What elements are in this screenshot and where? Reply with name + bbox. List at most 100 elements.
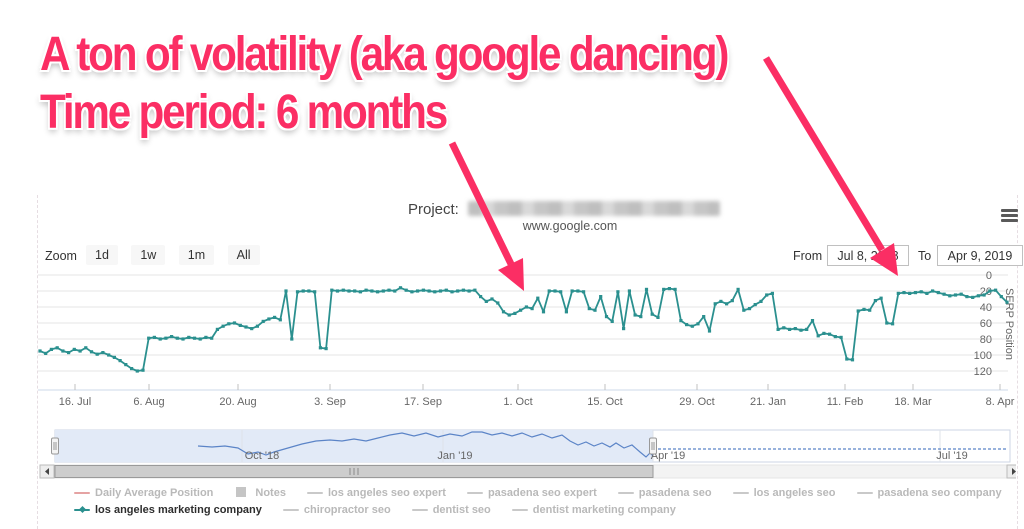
- legend-item[interactable]: los angeles seo expert: [306, 487, 446, 499]
- series-marker: [215, 327, 219, 331]
- series-marker: [564, 310, 568, 314]
- legend-line-icon: [74, 488, 90, 497]
- annotation-line-2: Time period: 6 months: [40, 86, 448, 139]
- series-marker: [318, 346, 322, 350]
- zoom-button-1m[interactable]: 1m: [178, 245, 215, 265]
- series-marker: [381, 289, 385, 293]
- x-axis-label: 15. Oct: [587, 396, 622, 408]
- legend-item[interactable]: Daily Average Position: [74, 487, 213, 499]
- series-marker: [461, 288, 465, 292]
- series-marker: [261, 319, 265, 323]
- zoom-button-all[interactable]: All: [227, 245, 260, 265]
- series-marker: [650, 312, 654, 316]
- legend-item[interactable]: los angeles seo: [732, 487, 836, 499]
- series-marker: [152, 335, 156, 339]
- series-marker: [255, 324, 259, 328]
- x-axis-label: 29. Oct: [679, 396, 714, 408]
- series-marker: [765, 293, 769, 297]
- series-marker: [793, 327, 797, 331]
- series-marker: [158, 337, 162, 341]
- navigator-selected-range[interactable]: [55, 430, 653, 462]
- series-marker: [410, 290, 414, 294]
- series-marker: [873, 299, 877, 303]
- series-marker: [341, 288, 345, 292]
- chart-navigator: Oct '18 Jan '19 Apr '19 Jul '19: [38, 428, 1022, 485]
- legend-item[interactable]: pasadena seo expert: [466, 487, 597, 499]
- x-axis-label: 16. Jul: [59, 396, 91, 408]
- series-marker: [49, 347, 53, 351]
- series-marker: [982, 293, 986, 297]
- y-axis-label: 80: [980, 334, 992, 346]
- navigator-handle-left[interactable]: [51, 437, 59, 455]
- series-marker: [913, 291, 917, 295]
- series-marker: [164, 336, 168, 340]
- legend-item[interactable]: dentist seo: [411, 504, 491, 516]
- series-marker: [175, 336, 179, 340]
- from-label: From: [793, 249, 823, 263]
- y-axis-label: 0: [986, 270, 992, 282]
- zoom-button-1w[interactable]: 1w: [131, 245, 166, 265]
- series-line[interactable]: [39, 286, 1008, 372]
- series-marker: [639, 315, 643, 319]
- series-marker: [227, 322, 231, 326]
- series-marker: [885, 321, 889, 325]
- series-marker: [450, 290, 454, 294]
- legend-item-label: Daily Average Position: [95, 487, 214, 499]
- series-marker: [347, 289, 351, 293]
- series-marker: [679, 319, 683, 323]
- zoom-button-group: 1d 1w 1m All: [86, 245, 269, 265]
- series-marker: [335, 289, 340, 293]
- navigator-series-line: [197, 431, 654, 458]
- series-marker: [530, 307, 534, 311]
- date-from-input[interactable]: [827, 245, 909, 266]
- legend-item[interactable]: dentist marketing company: [511, 504, 676, 516]
- series-marker: [690, 324, 694, 328]
- series-marker: [776, 327, 780, 331]
- date-to-input[interactable]: [937, 245, 1023, 266]
- legend-item[interactable]: pasadena seo company: [856, 487, 1002, 499]
- y-axis-label: 60: [980, 318, 992, 330]
- series-marker: [707, 329, 712, 333]
- legend-item-label: los angeles seo expert: [327, 487, 446, 499]
- series-marker: [891, 322, 895, 326]
- series-marker: [72, 347, 76, 351]
- legend-item[interactable]: pasadena seo: [617, 487, 712, 499]
- series-marker: [141, 368, 145, 372]
- series-marker: [810, 319, 815, 323]
- series-marker: [267, 317, 271, 321]
- series-marker: [799, 328, 803, 332]
- series-marker: [742, 308, 746, 312]
- navigator-handle-right[interactable]: [649, 437, 657, 455]
- series-marker: [582, 290, 586, 294]
- legend-square-icon: [234, 487, 250, 497]
- x-axis-label: 20. Aug: [219, 396, 256, 408]
- zoom-button-1d[interactable]: 1d: [86, 245, 118, 265]
- series-marker: [479, 295, 483, 299]
- series-marker: [89, 350, 94, 354]
- series-marker: [398, 286, 403, 290]
- series-marker: [501, 310, 506, 314]
- to-label: To: [918, 249, 932, 263]
- legend-item[interactable]: chiropractor seo: [282, 504, 391, 516]
- legend-item-label: los angeles marketing company: [95, 504, 262, 516]
- series-marker: [576, 289, 580, 293]
- legend-item[interactable]: Notes: [234, 487, 286, 499]
- series-marker: [387, 288, 391, 292]
- series-marker: [931, 289, 935, 293]
- hamburger-bar: [1001, 219, 1018, 222]
- series-marker: [324, 347, 328, 351]
- hamburger-menu-icon[interactable]: [1001, 209, 1018, 224]
- series-marker: [238, 323, 242, 327]
- hamburger-bar: [1001, 214, 1018, 217]
- series-marker: [599, 295, 603, 299]
- x-axis-label: 11. Feb: [827, 396, 864, 408]
- legend-item[interactable]: los angeles marketing company: [74, 504, 262, 516]
- series-marker: [593, 308, 597, 312]
- series-marker: [170, 335, 174, 339]
- right-crop-edge: [1017, 195, 1018, 529]
- series-marker: [124, 363, 128, 367]
- series-marker: [536, 296, 540, 300]
- legend-item-label: dentist seo: [432, 504, 491, 516]
- series-marker: [673, 287, 677, 291]
- series-marker: [38, 349, 42, 353]
